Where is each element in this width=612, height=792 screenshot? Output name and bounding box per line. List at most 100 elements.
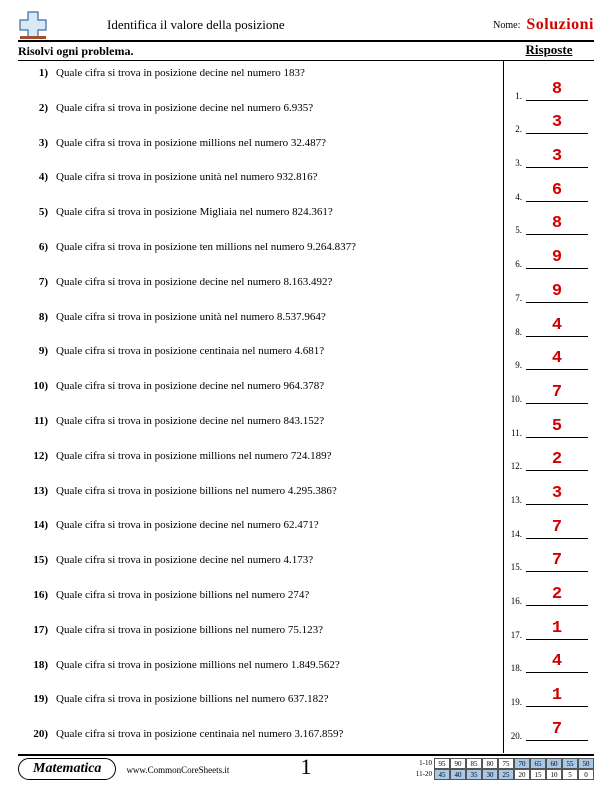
question-number: 14) xyxy=(26,519,48,531)
answer-value: 8 xyxy=(552,80,562,99)
question-text: Quale cifra si trova in posizione centin… xyxy=(56,728,343,740)
answer-number: 2. xyxy=(508,124,522,134)
question-number: 20) xyxy=(26,728,48,740)
answer-row: 4.6 xyxy=(504,168,594,202)
answer-row: 18.4 xyxy=(504,640,594,674)
answer-number: 10. xyxy=(508,394,522,404)
score-row: 11-20454035302520151050 xyxy=(412,769,594,780)
answer-number: 11. xyxy=(508,428,522,438)
answer-line: 2 xyxy=(526,585,588,606)
answer-row: 1.8 xyxy=(504,67,594,101)
question-text: Quale cifra si trova in posizione millio… xyxy=(56,450,332,462)
question-text: Quale cifra si trova in posizione ten mi… xyxy=(56,241,356,253)
answer-line: 2 xyxy=(526,450,588,471)
question-row: 12)Quale cifra si trova in posizione mil… xyxy=(26,450,499,462)
answer-row: 6.9 xyxy=(504,235,594,269)
answer-number: 14. xyxy=(508,529,522,539)
score-cell: 55 xyxy=(562,758,578,769)
answer-value: 7 xyxy=(552,720,562,739)
name-value: Soluzioni xyxy=(526,16,594,34)
score-cell: 45 xyxy=(434,769,450,780)
score-row-label: 1-10 xyxy=(412,758,434,769)
question-number: 9) xyxy=(26,345,48,357)
score-cell: 80 xyxy=(482,758,498,769)
answer-number: 13. xyxy=(508,495,522,505)
answer-line: 1 xyxy=(526,619,588,640)
answer-number: 16. xyxy=(508,596,522,606)
answer-value: 7 xyxy=(552,383,562,402)
question-number: 10) xyxy=(26,380,48,392)
question-text: Quale cifra si trova in posizione centin… xyxy=(56,345,324,357)
answer-value: 6 xyxy=(552,181,562,200)
answer-value: 1 xyxy=(552,686,562,705)
answer-number: 1. xyxy=(508,91,522,101)
question-row: 5)Quale cifra si trova in posizione Migl… xyxy=(26,206,499,218)
instruction-row: Risolvi ogni problema. Risposte xyxy=(18,42,594,61)
question-text: Quale cifra si trova in posizione billio… xyxy=(56,485,337,497)
score-cell: 85 xyxy=(466,758,482,769)
answer-line: 7 xyxy=(526,518,588,539)
answer-line: 7 xyxy=(526,383,588,404)
score-cell: 35 xyxy=(466,769,482,780)
score-cell: 75 xyxy=(498,758,514,769)
question-row: 15)Quale cifra si trova in posizione dec… xyxy=(26,554,499,566)
question-number: 18) xyxy=(26,659,48,671)
score-cell: 65 xyxy=(530,758,546,769)
answer-line: 4 xyxy=(526,349,588,370)
score-cell: 5 xyxy=(562,769,578,780)
question-text: Quale cifra si trova in posizione decine… xyxy=(56,380,324,392)
answer-number: 20. xyxy=(508,731,522,741)
question-number: 1) xyxy=(26,67,48,79)
answer-row: 13.3 xyxy=(504,471,594,505)
question-row: 18)Quale cifra si trova in posizione mil… xyxy=(26,659,499,671)
answer-line: 9 xyxy=(526,248,588,269)
answer-line: 4 xyxy=(526,316,588,337)
answer-line: 5 xyxy=(526,417,588,438)
answer-value: 4 xyxy=(552,316,562,335)
instruction-text: Risolvi ogni problema. xyxy=(18,42,504,60)
answer-value: 9 xyxy=(552,282,562,301)
score-grid: 1-109590858075706560555011-2045403530252… xyxy=(412,758,594,780)
question-row: 17)Quale cifra si trova in posizione bil… xyxy=(26,624,499,636)
answer-row: 3.3 xyxy=(504,134,594,168)
question-number: 11) xyxy=(26,415,48,427)
answer-value: 8 xyxy=(552,214,562,233)
question-row: 16) Quale cifra si trova in posizione bil… xyxy=(26,589,499,601)
answer-value: 4 xyxy=(552,652,562,671)
answer-value: 9 xyxy=(552,248,562,267)
answers-column: 1.82.33.34.65.86.97.98.49.410.711.512.21… xyxy=(504,61,594,753)
question-number: 16) xyxy=(26,589,48,601)
question-number: 3) xyxy=(26,137,48,149)
question-row: 7)Quale cifra si trova in posizione deci… xyxy=(26,276,499,288)
answer-row: 8.4 xyxy=(504,303,594,337)
question-row: 1)Quale cifra si trova in posizione deci… xyxy=(26,67,499,79)
page-number: 1 xyxy=(301,754,312,780)
answer-line: 6 xyxy=(526,181,588,202)
question-text: Quale cifra si trova in posizione billio… xyxy=(56,589,309,601)
answer-number: 4. xyxy=(508,192,522,202)
answer-value: 1 xyxy=(552,619,562,638)
answer-row: 16.2 xyxy=(504,572,594,606)
question-text: Quale cifra si trova in posizione unità … xyxy=(56,311,326,323)
question-row: 14)Quale cifra si trova in posizione dec… xyxy=(26,519,499,531)
question-number: 19) xyxy=(26,693,48,705)
score-cell: 70 xyxy=(514,758,530,769)
question-row: 4)Quale cifra si trova in posizione unit… xyxy=(26,171,499,183)
logo-icon xyxy=(18,10,48,40)
answer-row: 5.8 xyxy=(504,202,594,236)
question-number: 4) xyxy=(26,171,48,183)
question-text: Quale cifra si trova in posizione billio… xyxy=(56,693,329,705)
answer-number: 17. xyxy=(508,630,522,640)
answer-row: 19.1 xyxy=(504,673,594,707)
answer-row: 17.1 xyxy=(504,606,594,640)
answer-line: 4 xyxy=(526,652,588,673)
name-label: Nome: xyxy=(493,20,520,31)
answer-number: 3. xyxy=(508,158,522,168)
question-text: Quale cifra si trova in posizione decine… xyxy=(56,554,313,566)
answer-value: 2 xyxy=(552,585,562,604)
score-cell: 95 xyxy=(434,758,450,769)
answer-value: 2 xyxy=(552,450,562,469)
answer-line: 8 xyxy=(526,80,588,101)
worksheet-title: Identifica il valore della posizione xyxy=(107,17,285,33)
question-number: 13) xyxy=(26,485,48,497)
